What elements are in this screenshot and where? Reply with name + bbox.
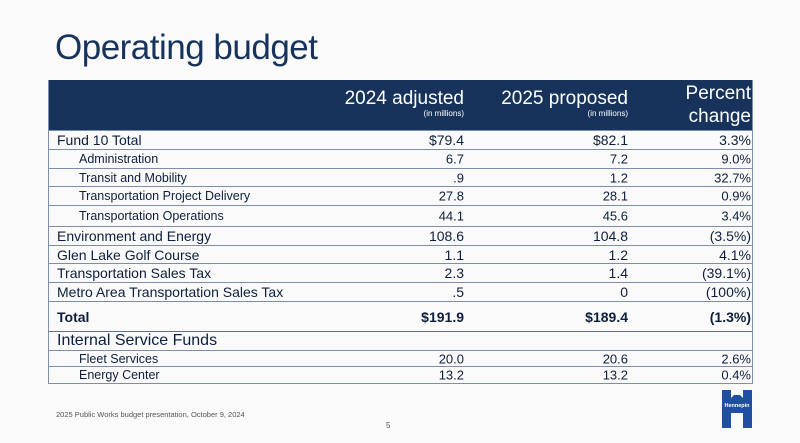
table-row: Transit and Mobility .9 1.2 32.7%	[49, 168, 752, 186]
row-label: Administration	[79, 152, 159, 166]
table-header: 2024 adjusted (in millions) 2025 propose…	[49, 80, 752, 130]
table-row: Transportation Operations 44.1 45.6 3.4%	[49, 205, 752, 226]
row-label: Energy Center	[79, 368, 160, 382]
table-row: Glen Lake Golf Course 1.1 1.2 4.1%	[49, 245, 752, 263]
value-2024: $191.9	[421, 308, 464, 325]
table-row: Metro Area Transportation Sales Tax .5 0 (1…	[49, 282, 752, 301]
table-row: Transportation Project Delivery 27.8 28.1 0…	[49, 186, 752, 205]
hennepin-logo: Hennepin	[722, 390, 752, 432]
value-2025: 104.8	[592, 228, 628, 244]
value-2024: 2.3	[444, 265, 464, 281]
budget-table: 2024 adjusted (in millions) 2025 propose…	[48, 80, 753, 384]
value-2025: 0	[620, 284, 628, 300]
table-row: Environment and Energy 108.6 104.8 (3.5%)	[49, 226, 752, 245]
value-2024: 20.0	[438, 351, 464, 366]
value-2025: 20.6	[602, 351, 628, 366]
value-2024: 6.7	[445, 151, 464, 167]
percent-change: 32.7%	[714, 170, 751, 185]
value-2025: $189.4	[585, 308, 628, 325]
percent-change: (100%)	[705, 284, 751, 300]
table-row: Fleet Services 20.0 20.6 2.6%	[49, 350, 752, 366]
footer-text: 2025 Public Works budget presentation, O…	[56, 410, 245, 419]
value-2025: $82.1	[592, 132, 628, 148]
percent-change: 3.4%	[721, 208, 751, 224]
percent-change: (39.1%)	[701, 265, 751, 281]
value-2024: 13.2	[438, 367, 464, 383]
percent-change: (3.5%)	[709, 228, 751, 244]
row-label: Fund 10 Total	[57, 132, 142, 148]
row-label: Transit and Mobility	[79, 170, 187, 185]
percent-change: (1.3%)	[709, 308, 751, 325]
value-2025: 7.2	[609, 151, 628, 167]
percent-change: 0.9%	[721, 188, 751, 204]
row-label: Transportation Operations	[79, 209, 224, 223]
header-2024: 2024 adjusted (in millions)	[344, 88, 464, 119]
table-row: Total $191.9 $189.4 (1.3%)	[49, 301, 752, 331]
table-row: Internal Service Funds	[49, 331, 752, 350]
value-2025: 1.2	[608, 246, 628, 263]
row-label: Total	[57, 308, 90, 325]
percent-change: 9.0%	[721, 151, 751, 167]
page-number: 5	[386, 421, 391, 430]
row-label: Metro Area Transportation Sales Tax	[57, 284, 284, 300]
value-2024: .5	[452, 284, 464, 300]
value-2024: $79.4	[428, 132, 464, 148]
row-label: Transportation Project Delivery	[79, 189, 251, 203]
value-2024: .9	[453, 170, 464, 185]
row-label: Transportation Sales Tax	[57, 265, 212, 281]
table-row: Fund 10 Total $79.4 $82.1 3.3%	[49, 130, 752, 149]
value-2025: 1.4	[608, 265, 628, 281]
value-2024: 1.1	[444, 246, 464, 263]
percent-change: 0.4%	[721, 367, 751, 383]
table-row: Administration 6.7 7.2 9.0%	[49, 149, 752, 168]
header-percent-change: Percent change	[685, 83, 751, 127]
percent-change: 3.3%	[719, 132, 751, 148]
percent-change: 4.1%	[719, 246, 751, 263]
value-2025: 1.2	[609, 170, 628, 185]
value-2025: 45.6	[602, 208, 628, 224]
value-2025: 13.2	[602, 367, 628, 383]
row-label: Glen Lake Golf Course	[57, 246, 200, 263]
header-2025: 2025 proposed (in millions)	[501, 88, 628, 119]
value-2024: 108.6	[428, 228, 464, 244]
table-row: Transportation Sales Tax 2.3 1.4 (39.1%)	[49, 263, 752, 282]
value-2025: 28.1	[602, 188, 628, 204]
table-row: Energy Center 13.2 13.2 0.4%	[49, 366, 752, 383]
svg-text:Hennepin: Hennepin	[724, 403, 750, 409]
value-2024: 27.8	[438, 188, 464, 204]
row-label: Internal Service Funds	[57, 332, 218, 349]
value-2024: 44.1	[438, 208, 464, 224]
percent-change: 2.6%	[721, 351, 751, 366]
row-label: Fleet Services	[79, 351, 159, 366]
row-label: Environment and Energy	[57, 228, 212, 244]
slide-title: Operating budget	[55, 28, 318, 67]
